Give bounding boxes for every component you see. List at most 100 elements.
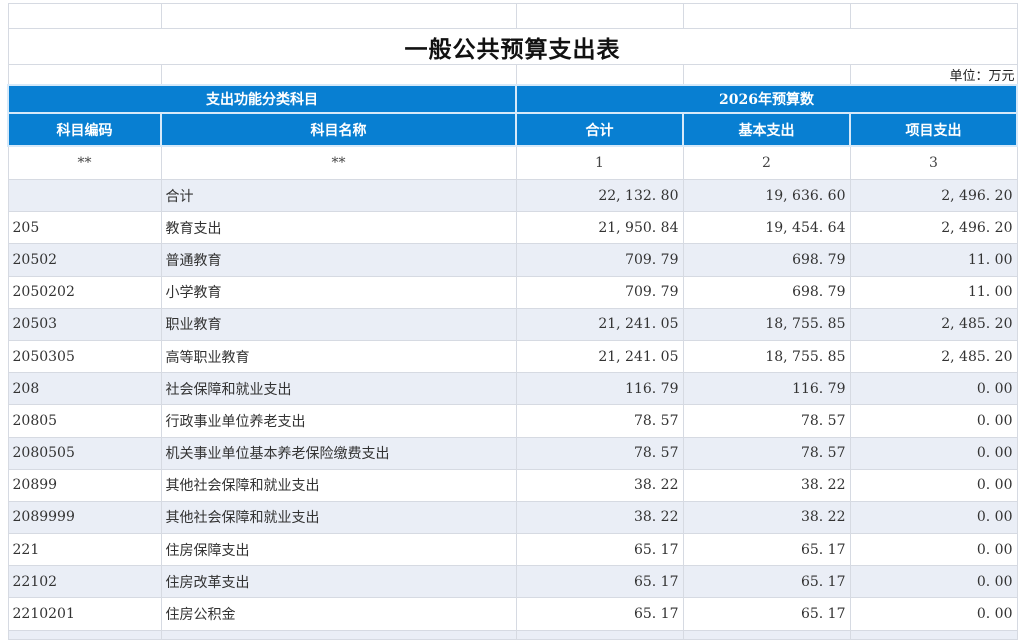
cell-project-expenditure: 0. 00 — [849, 533, 1018, 567]
column-header-row: 科目编码 科目名称 合计 基本支出 项目支出 — [7, 112, 1018, 147]
table-row: 2210201 住房公积金 65. 17 65. 17 0. 00 — [7, 597, 1018, 631]
cell-subject-name: 行政事业单位养老支出 — [160, 404, 517, 438]
table-row: 20899 其他社会保障和就业支出 38. 22 38. 22 0. 00 — [7, 468, 1018, 502]
cell-project-expenditure: 0. 00 — [849, 372, 1018, 406]
unit-row-cell — [515, 64, 684, 86]
budget-table-page: 一般公共预算支出表 单位：万元 支出功能分类科目 2026年预算数 科目编码 科… — [7, 3, 1018, 640]
cell-basic-expenditure: 116. 79 — [682, 372, 851, 406]
budget-table-body: 一般公共预算支出表 单位：万元 支出功能分类科目 2026年预算数 科目编码 科… — [7, 3, 1018, 640]
cell-project-expenditure: 0. 00 — [849, 597, 1018, 631]
column-header-basic: 基本支出 — [682, 112, 851, 147]
unit-row-cell — [7, 64, 162, 86]
table-row: 205 教育支出 21, 950. 84 19, 454. 64 2, 496. 20 — [7, 211, 1018, 245]
cell-subject-name: 住房改革支出 — [160, 565, 517, 599]
cell-project-expenditure: 0. 00 — [849, 404, 1018, 438]
cell-subject-code: 20899 — [7, 468, 162, 502]
sliver-cell — [7, 629, 162, 640]
cell-total: 709. 79 — [515, 243, 684, 277]
unit-label: 单位：万元 — [849, 64, 1018, 86]
table-row: 合计 22, 132. 80 19, 636. 60 2, 496. 20 — [7, 178, 1018, 213]
budget-table: 一般公共预算支出表 单位：万元 支出功能分类科目 2026年预算数 科目编码 科… — [7, 3, 1018, 640]
cell-project-expenditure: 2, 496. 20 — [849, 211, 1018, 245]
cell-total: 709. 79 — [515, 275, 684, 309]
cell-basic-expenditure: 18, 755. 85 — [682, 339, 851, 374]
spacer-cell — [7, 3, 162, 29]
cell-total: 21, 950. 84 — [515, 211, 684, 245]
table-row: 221 住房保障支出 65. 17 65. 17 0. 00 — [7, 533, 1018, 567]
table-row: 20502 普通教育 709. 79 698. 79 11. 00 — [7, 243, 1018, 277]
sliver-cell — [849, 629, 1018, 640]
page-title: 一般公共预算支出表 — [7, 28, 1018, 65]
mask-cell: ** — [160, 145, 517, 180]
cell-subject-name: 普通教育 — [160, 243, 517, 277]
mask-cell: ** — [7, 145, 162, 180]
table-row: 208 社会保障和就业支出 116. 79 116. 79 0. 00 — [7, 372, 1018, 406]
cell-subject-name: 住房保障支出 — [160, 533, 517, 567]
cell-basic-expenditure: 65. 17 — [682, 533, 851, 567]
column-header-code: 科目编码 — [7, 112, 162, 147]
mask-cell: 1 — [515, 145, 684, 180]
cell-total: 38. 22 — [515, 500, 684, 535]
cell-subject-name: 高等职业教育 — [160, 339, 517, 374]
cell-subject-name: 机关事业单位基本养老保险缴费支出 — [160, 436, 517, 470]
cell-subject-code: 2050305 — [7, 339, 162, 374]
cell-project-expenditure: 0. 00 — [849, 500, 1018, 535]
spacer-cell — [160, 3, 517, 29]
cell-total: 38. 22 — [515, 468, 684, 502]
cell-subject-code: 22102 — [7, 565, 162, 599]
column-header-total: 合计 — [515, 112, 684, 147]
mask-cell: 2 — [682, 145, 851, 180]
cell-total: 78. 57 — [515, 404, 684, 438]
cell-total: 78. 57 — [515, 436, 684, 470]
cell-basic-expenditure: 78. 57 — [682, 436, 851, 470]
cell-total: 65. 17 — [515, 533, 684, 567]
spacer-cell — [515, 3, 684, 29]
cell-basic-expenditure: 38. 22 — [682, 468, 851, 502]
cell-subject-name: 合计 — [160, 178, 517, 213]
cell-project-expenditure: 0. 00 — [849, 565, 1018, 599]
cell-project-expenditure: 0. 00 — [849, 468, 1018, 502]
mask-row: ** ** 1 2 3 — [7, 145, 1018, 180]
spacer-row — [7, 3, 1018, 29]
cell-total: 65. 17 — [515, 597, 684, 631]
cell-subject-name: 小学教育 — [160, 275, 517, 309]
cell-subject-code: 2210201 — [7, 597, 162, 631]
cell-subject-name: 住房公积金 — [160, 597, 517, 631]
cell-total: 116. 79 — [515, 372, 684, 406]
spacer-cell — [849, 3, 1018, 29]
cell-basic-expenditure: 698. 79 — [682, 275, 851, 309]
title-row: 一般公共预算支出表 — [7, 28, 1018, 65]
table-row: 2050305 高等职业教育 21, 241. 05 18, 755. 85 2, 48… — [7, 339, 1018, 374]
cell-subject-code: 205 — [7, 211, 162, 245]
cell-subject-name: 其他社会保障和就业支出 — [160, 500, 517, 535]
cell-project-expenditure: 2, 485. 20 — [849, 307, 1018, 341]
table-row: 2089999 其他社会保障和就业支出 38. 22 38. 22 0. 00 — [7, 500, 1018, 535]
sliver-cell — [682, 629, 851, 640]
cell-subject-code: 20503 — [7, 307, 162, 341]
cell-basic-expenditure: 38. 22 — [682, 500, 851, 535]
group-header-subject: 支出功能分类科目 — [7, 84, 517, 114]
cell-project-expenditure: 2, 485. 20 — [849, 339, 1018, 374]
cell-total: 22, 132. 80 — [515, 178, 684, 213]
cell-subject-name: 社会保障和就业支出 — [160, 372, 517, 406]
cell-subject-code: 2080505 — [7, 436, 162, 470]
table-row: 2050202 小学教育 709. 79 698. 79 11. 00 — [7, 275, 1018, 309]
cell-subject-code: 208 — [7, 372, 162, 406]
cell-project-expenditure: 11. 00 — [849, 275, 1018, 309]
unit-row-cell — [160, 64, 517, 86]
group-header-budget-year: 2026年预算数 — [515, 84, 1018, 114]
sliver-cell — [160, 629, 517, 640]
cell-subject-code: 20805 — [7, 404, 162, 438]
cell-subject-code: 2050202 — [7, 275, 162, 309]
cell-subject-code — [7, 178, 162, 213]
cell-project-expenditure: 0. 00 — [849, 436, 1018, 470]
cell-project-expenditure: 11. 00 — [849, 243, 1018, 277]
cell-subject-code: 2089999 — [7, 500, 162, 535]
column-header-name: 科目名称 — [160, 112, 517, 147]
cell-basic-expenditure: 19, 636. 60 — [682, 178, 851, 213]
cell-basic-expenditure: 78. 57 — [682, 404, 851, 438]
cell-basic-expenditure: 65. 17 — [682, 565, 851, 599]
unit-row-cell — [682, 64, 851, 86]
table-row: 22102 住房改革支出 65. 17 65. 17 0. 00 — [7, 565, 1018, 599]
table-row: 2080505 机关事业单位基本养老保险缴费支出 78. 57 78. 57 0. 00 — [7, 436, 1018, 470]
